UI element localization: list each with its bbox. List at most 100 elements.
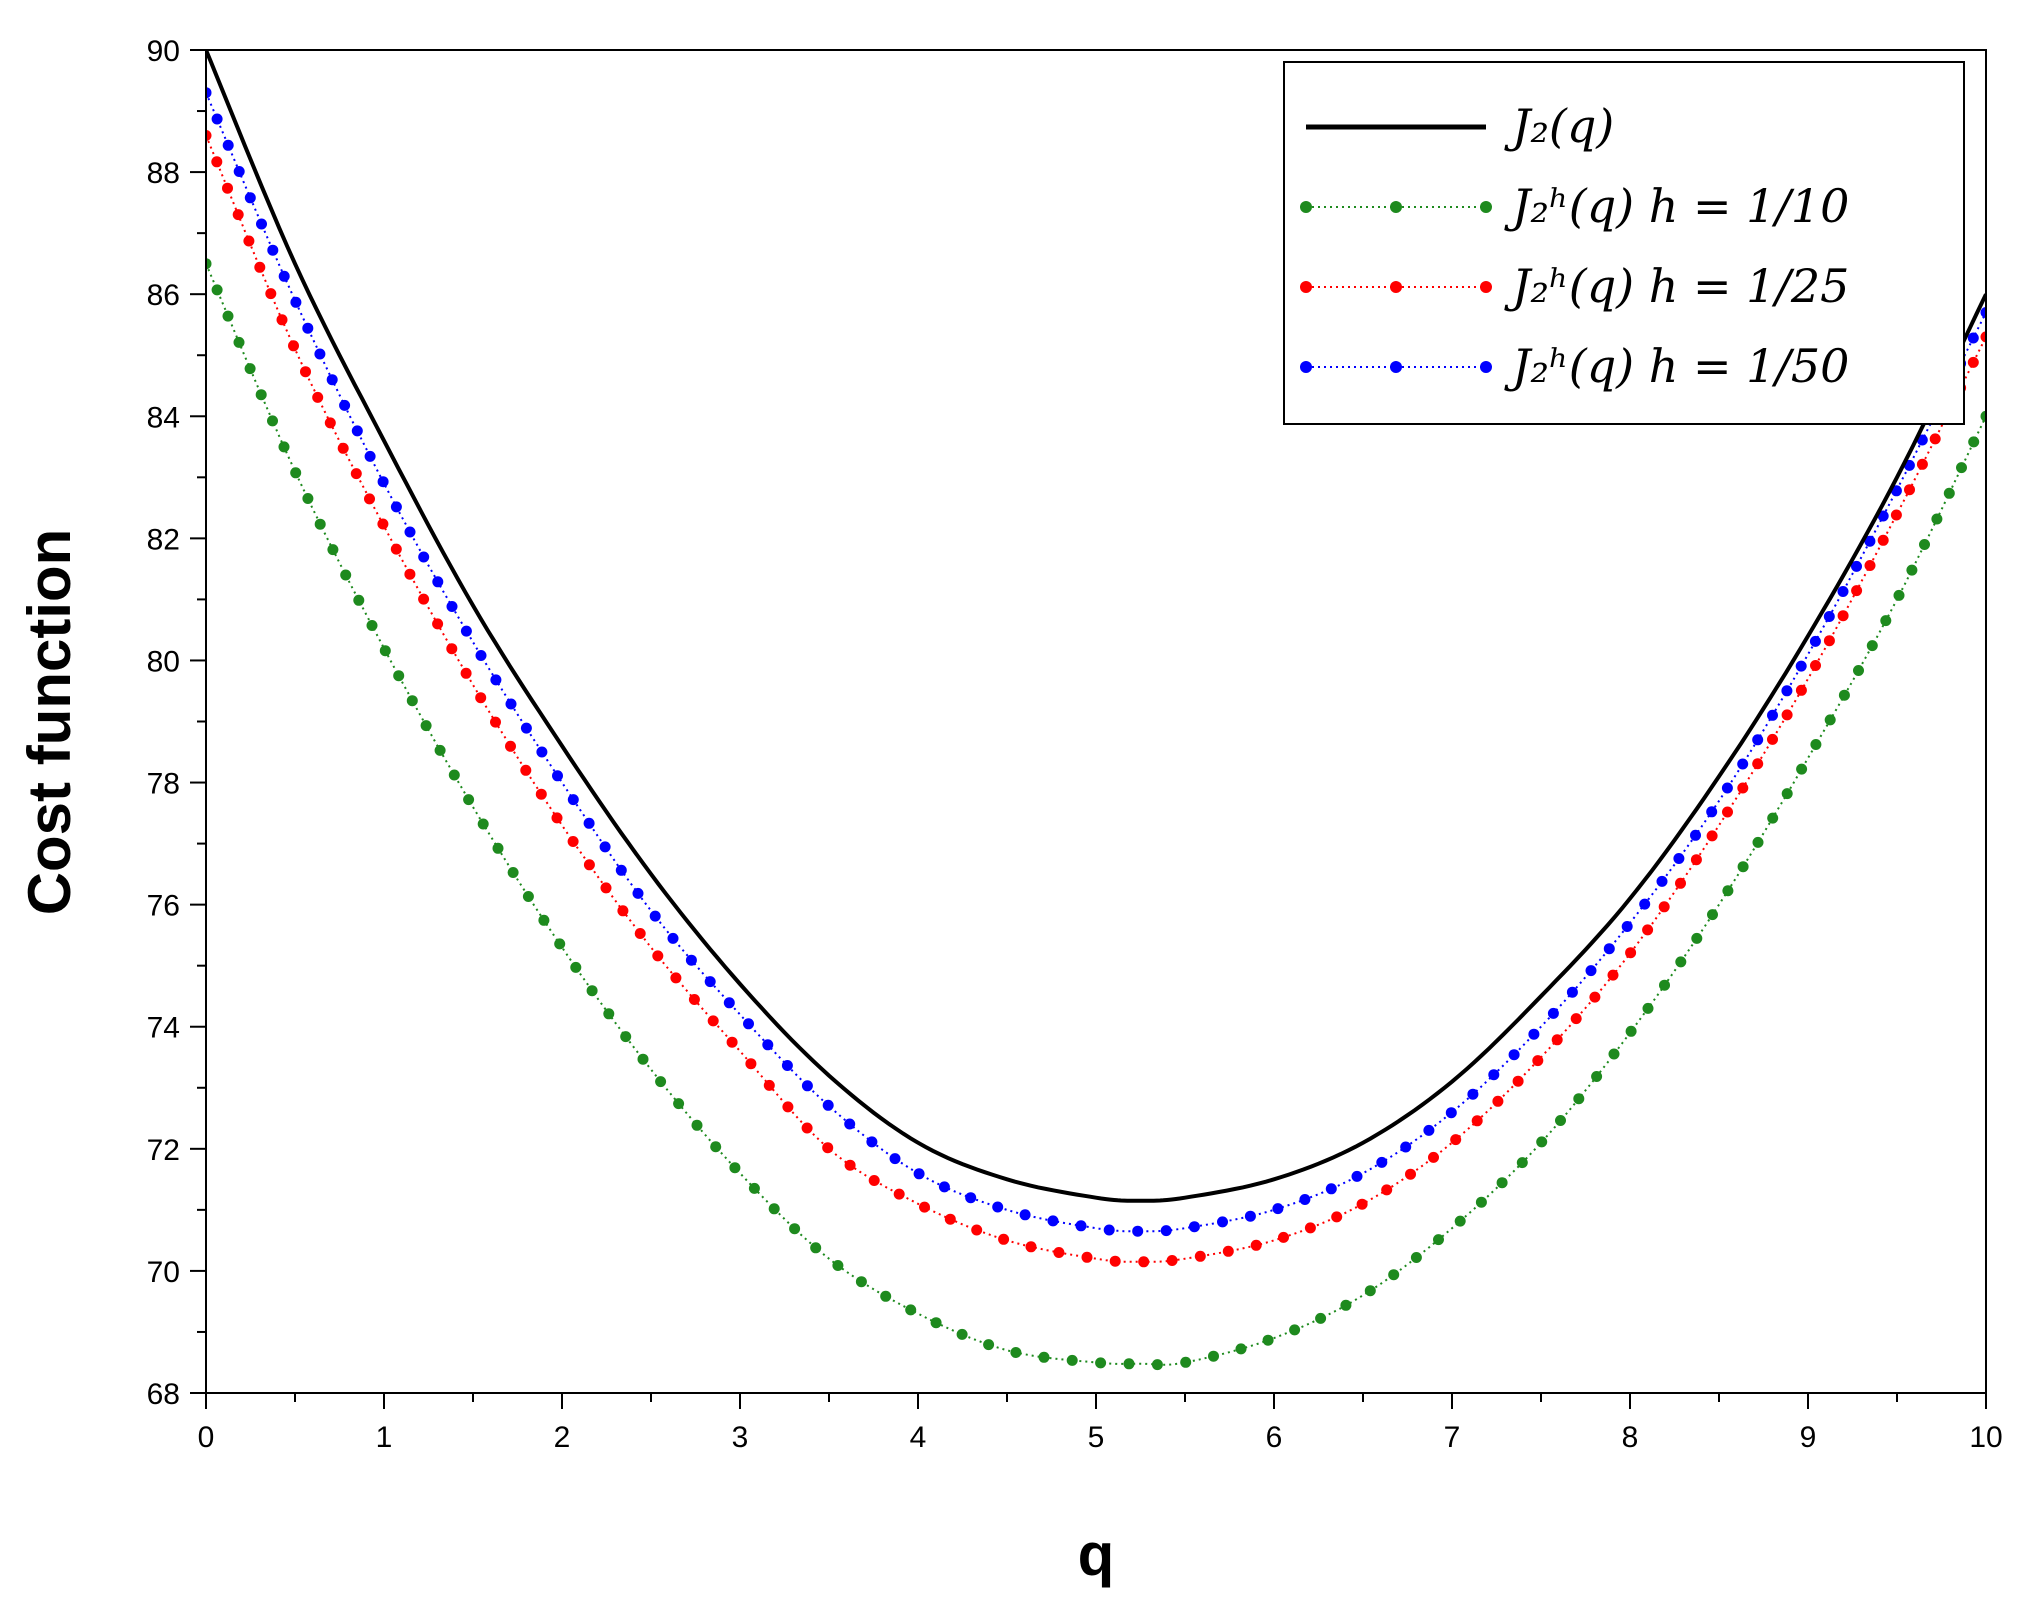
series-2-marker [1109, 1255, 1121, 1267]
series-1-marker [1433, 1234, 1444, 1246]
series-2-marker [1512, 1075, 1524, 1087]
series-3-marker [1851, 560, 1862, 572]
series-2-marker [919, 1201, 930, 1213]
series-1-marker [1151, 1359, 1163, 1371]
series-1-marker [710, 1141, 722, 1153]
series-1-marker [1496, 1177, 1508, 1189]
series-1-marker [810, 1242, 822, 1254]
x-tick-label: 3 [732, 1421, 749, 1454]
legend-label: J₂ʰ(q) h = 1/10 [1504, 179, 1849, 233]
legend-marker [1390, 281, 1402, 293]
series-1-marker [1388, 1269, 1400, 1281]
series-1-marker [1838, 689, 1850, 701]
series-2-marker [1551, 1034, 1563, 1046]
series-0-line [206, 49, 1986, 1203]
series-1-marker [244, 363, 256, 375]
series-1-marker [1752, 836, 1764, 848]
series-3-marker [520, 722, 532, 734]
series-2-marker [350, 468, 362, 480]
series-1-marker [1038, 1351, 1050, 1363]
series-2-marker [324, 417, 336, 429]
series-2-marker [377, 518, 389, 530]
series-1-marker [673, 1098, 685, 1110]
y-tick-label: 80 [147, 645, 180, 678]
series-3-marker [1967, 332, 1979, 344]
series-1-marker [302, 493, 314, 504]
series-1-marker [1675, 956, 1687, 968]
series-2-marker [232, 209, 244, 221]
y-tick-label: 70 [147, 1256, 180, 1289]
series-3-marker [1721, 782, 1733, 794]
series-2-marker [1967, 356, 1979, 368]
series-2-marker [1851, 585, 1863, 597]
series-2-marker [1428, 1151, 1439, 1163]
series-3-marker [1508, 1049, 1520, 1061]
series-2-marker [1166, 1255, 1178, 1266]
series-3-marker [704, 976, 716, 988]
series-1-marker [314, 518, 326, 530]
series-1-marker [1095, 1357, 1107, 1369]
y-tick-label: 68 [147, 1378, 180, 1411]
series-2-marker [254, 261, 266, 273]
series-1-marker [956, 1328, 968, 1340]
series-2-marker [998, 1233, 1010, 1245]
series-2-marker [300, 366, 311, 378]
series-3-marker [314, 348, 326, 360]
series-1-marker [1235, 1343, 1247, 1355]
series-1-marker [880, 1290, 892, 1302]
series-2-marker [944, 1213, 956, 1225]
series-1-marker [930, 1317, 942, 1329]
series-2-marker [1304, 1222, 1316, 1234]
series-2-marker [670, 972, 682, 984]
series-2-marker [1025, 1241, 1037, 1253]
series-3-marker [364, 450, 376, 462]
series-3-marker [1467, 1088, 1479, 1100]
series-3-marker [1706, 806, 1718, 818]
series-2-marker [634, 928, 646, 939]
series-1-marker [1919, 539, 1930, 550]
series-1-marker [366, 620, 378, 631]
series-1-marker [1796, 763, 1808, 775]
series-1-marker [477, 818, 489, 830]
legend: J₂(q) J₂ʰ(q) h = 1/10 J₂ʰ(q) h = 1/25 J₂ʰ(q… [1283, 61, 1965, 425]
series-2-marker [707, 1015, 719, 1027]
series-1-marker [1573, 1093, 1585, 1105]
x-tick-label: 10 [1969, 1421, 2002, 1454]
series-1-marker [832, 1260, 844, 1271]
series-2-marker [893, 1188, 905, 1200]
y-tick-label: 88 [147, 157, 180, 190]
series-2-marker [222, 182, 233, 194]
series-2-marker [1752, 758, 1764, 770]
series-1-marker [1968, 436, 1980, 448]
series-2-marker [243, 235, 255, 247]
series-2-marker [1570, 1013, 1582, 1025]
legend-marker [1390, 201, 1402, 213]
series-3-marker [233, 166, 245, 177]
series-2-marker [1625, 947, 1637, 959]
series-3-marker [1877, 510, 1889, 522]
series-2-marker [1250, 1239, 1262, 1251]
series-2-marker [745, 1058, 757, 1070]
series-1-line [206, 263, 1986, 1366]
series-3-marker [801, 1080, 813, 1092]
series-1-marker [1866, 640, 1878, 652]
series-2-marker [1331, 1211, 1343, 1223]
series-1-marker [1893, 589, 1905, 601]
series-3-marker [1325, 1183, 1337, 1195]
series-2-marker [1675, 877, 1686, 889]
series-3-marker [615, 864, 627, 876]
series-1-marker [855, 1276, 867, 1288]
series-2-marker [1890, 509, 1902, 521]
series-2-marker [1642, 924, 1654, 936]
series-3-marker [1795, 660, 1807, 672]
series-3-marker [1244, 1210, 1256, 1222]
series-1-marker [1608, 1048, 1620, 1060]
series-3-marker [649, 910, 661, 922]
series-3-marker [723, 997, 735, 1009]
series-2-marker [337, 442, 349, 454]
series-2-marker [868, 1175, 880, 1186]
y-tick-label: 76 [147, 890, 180, 923]
y-axis: 68 70 72 74 76 78 80 82 84 86 88 90 [147, 35, 206, 1411]
legend-label: J₂ʰ(q) h = 1/25 [1504, 259, 1849, 313]
